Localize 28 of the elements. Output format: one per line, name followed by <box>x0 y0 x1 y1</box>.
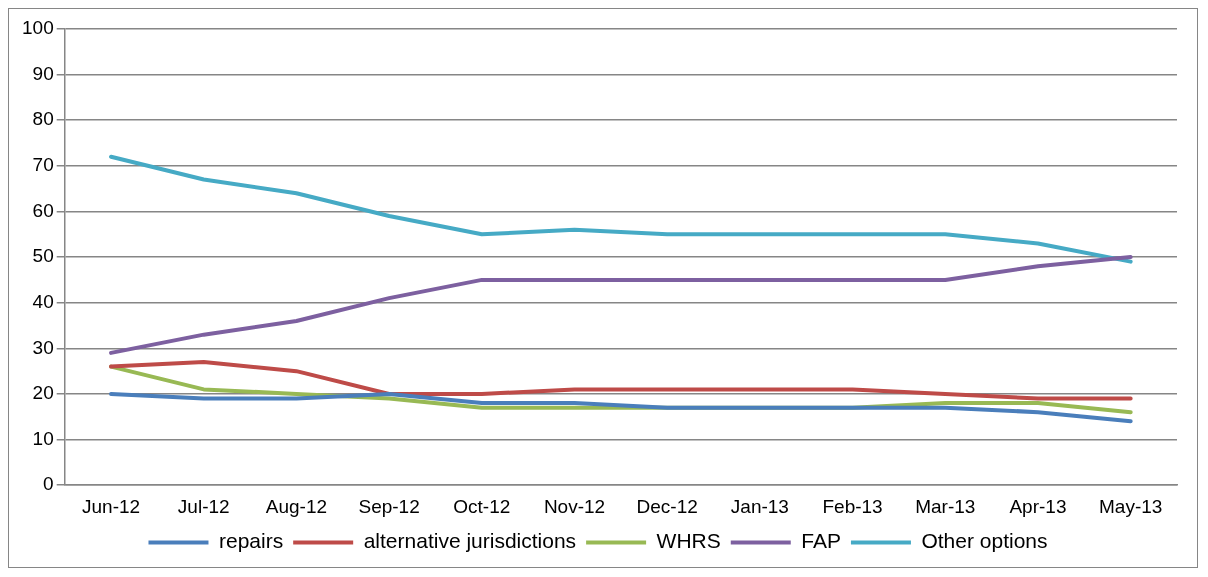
y-tick-label: 80 <box>32 108 54 130</box>
x-tick-label: Jul-12 <box>177 495 230 517</box>
y-tick-label: 90 <box>32 62 54 84</box>
y-tick-label: 100 <box>22 17 54 39</box>
x-tick-label: Oct-12 <box>453 495 511 517</box>
y-tick-label: 60 <box>32 199 54 221</box>
x-tick-label: Aug-12 <box>265 495 328 517</box>
y-tick-label: 50 <box>32 245 54 267</box>
y-tick-label: 40 <box>32 290 54 312</box>
legend-label: alternative jurisdictions <box>363 529 577 553</box>
x-tick-label: Mar-13 <box>915 495 976 517</box>
y-tick-label: 30 <box>32 336 54 358</box>
x-tick-label: Nov-12 <box>543 495 606 517</box>
x-tick-label: Jun-12 <box>81 495 141 517</box>
x-tick-label: Feb-13 <box>822 495 883 517</box>
legend-label: repairs <box>218 529 284 553</box>
y-tick-label: 70 <box>32 154 54 176</box>
legend-label: FAP <box>801 529 841 553</box>
legend-label: WHRS <box>656 529 721 553</box>
legend-label: Other options <box>921 529 1048 553</box>
x-tick-label: Sep-12 <box>358 495 420 517</box>
x-tick-label: Jan-13 <box>730 495 789 517</box>
y-tick-label: 20 <box>32 382 54 404</box>
y-tick-label: 10 <box>32 427 54 449</box>
x-tick-label: May-13 <box>1098 495 1163 517</box>
x-tick-label: Dec-12 <box>636 495 698 517</box>
y-tick-label: 0 <box>43 473 54 495</box>
x-tick-label: Apr-13 <box>1009 495 1067 517</box>
